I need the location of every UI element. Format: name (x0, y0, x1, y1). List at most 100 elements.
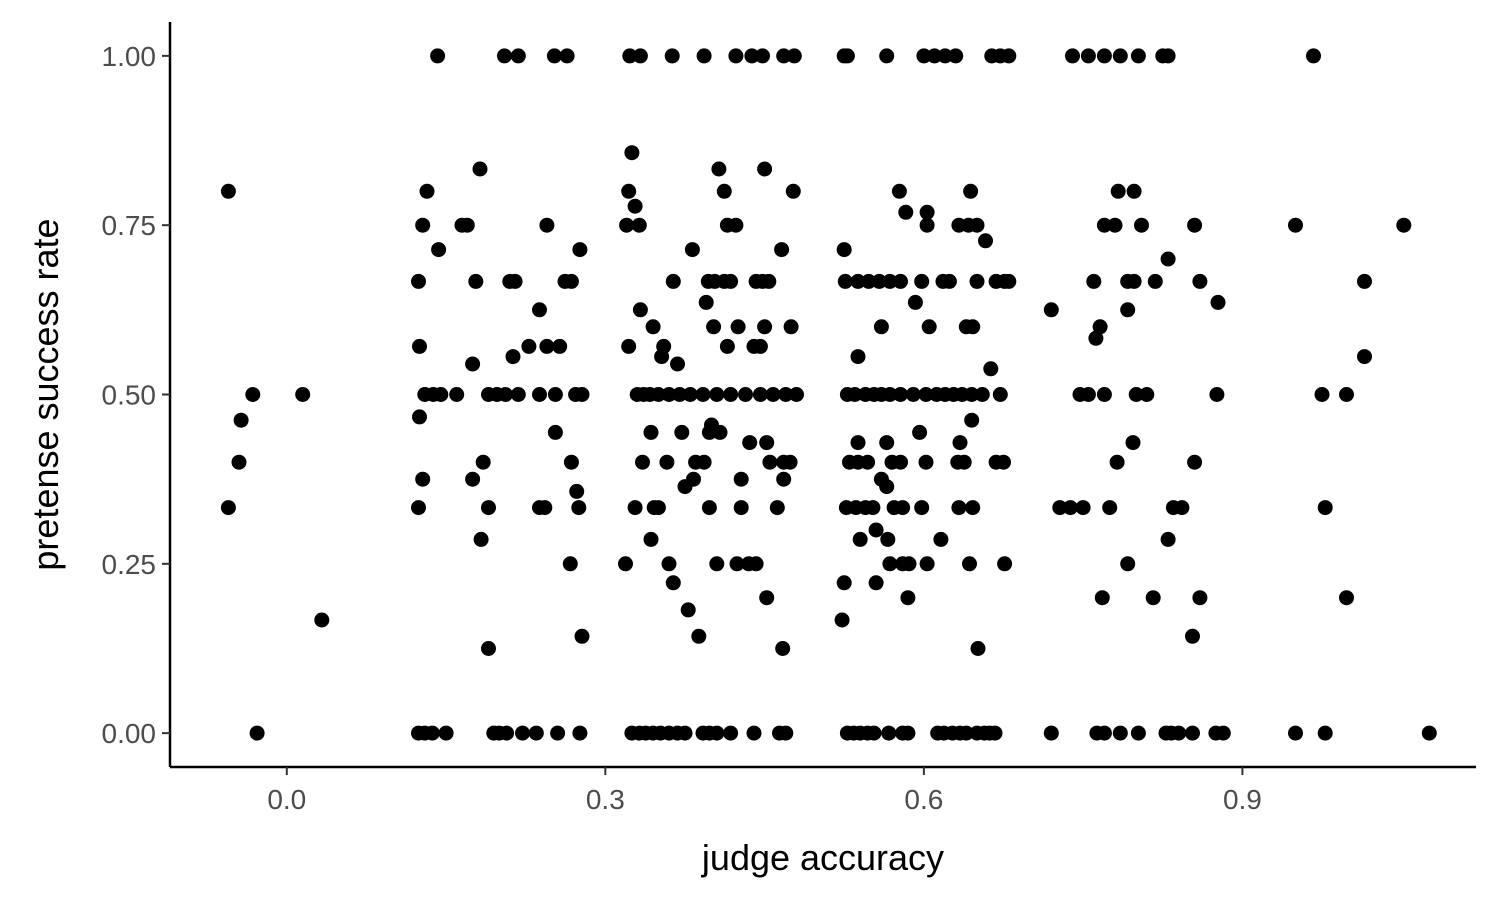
data-point (498, 387, 513, 402)
data-point (1145, 590, 1161, 606)
data-point (546, 48, 562, 64)
data-point (1210, 294, 1226, 310)
data-point (621, 183, 637, 199)
data-point (879, 435, 895, 451)
data-point (691, 628, 707, 644)
data-point (481, 641, 496, 656)
data-point (723, 273, 739, 289)
data-point (1339, 387, 1354, 402)
data-point (1080, 48, 1096, 64)
data-point (569, 483, 585, 499)
data-point (755, 48, 770, 64)
data-point (711, 161, 727, 177)
data-point (550, 725, 566, 741)
data-point (900, 590, 916, 606)
data-point (919, 217, 935, 233)
data-point (650, 387, 666, 402)
data-point (891, 183, 907, 199)
data-point (969, 217, 985, 233)
data-point (907, 294, 923, 310)
data-point (415, 471, 431, 487)
data-point (572, 725, 588, 741)
data-point (1120, 556, 1136, 572)
data-point (716, 183, 732, 199)
data-point (412, 409, 427, 425)
data-point (776, 48, 792, 64)
data-point (684, 242, 700, 258)
data-point (836, 575, 852, 591)
data-point (424, 725, 440, 741)
data-point (1192, 590, 1208, 606)
data-point (665, 273, 681, 289)
data-point (893, 454, 908, 470)
data-point (970, 641, 986, 656)
data-point (701, 424, 717, 440)
data-point (1120, 302, 1136, 318)
x-tick-label: 0.3 (586, 784, 625, 815)
data-point (836, 242, 852, 258)
data-point (759, 435, 775, 451)
data-point (473, 531, 489, 547)
data-point (776, 471, 792, 487)
data-point (873, 319, 889, 335)
data-point (951, 500, 967, 516)
data-point (411, 500, 426, 516)
data-point (783, 319, 799, 335)
y-axis-title: pretense success rate (25, 218, 66, 570)
data-point (635, 454, 650, 470)
data-point (438, 725, 454, 741)
data-point (433, 387, 449, 402)
data-point (696, 454, 712, 470)
data-point (1185, 725, 1200, 741)
data-point (1001, 48, 1017, 64)
data-point (719, 338, 735, 354)
data-point (789, 387, 804, 402)
data-point (650, 500, 666, 516)
data-point (927, 48, 942, 64)
data-point (850, 435, 866, 451)
data-point (1171, 725, 1187, 741)
data-point (521, 338, 537, 354)
y-tick-label: 1.00 (102, 41, 157, 72)
data-point (847, 387, 863, 402)
data-point (882, 273, 898, 289)
data-point (624, 145, 640, 161)
data-point (992, 387, 1008, 402)
data-point (1130, 48, 1146, 64)
data-point (621, 338, 637, 354)
y-tick-label: 0.75 (102, 210, 157, 241)
data-point (839, 48, 855, 64)
x-tick-label: 0.6 (904, 784, 943, 815)
data-point (643, 531, 659, 547)
data-point (627, 500, 643, 516)
data-point (912, 424, 928, 440)
data-point (1065, 48, 1080, 64)
data-point (983, 361, 999, 377)
y-tick-label: 0.00 (102, 718, 157, 749)
data-point (837, 273, 853, 289)
data-point (1109, 454, 1125, 470)
data-point (563, 273, 579, 289)
data-point (459, 217, 475, 233)
data-point (900, 725, 916, 741)
data-point (1126, 273, 1142, 289)
data-point (1139, 387, 1155, 402)
data-point (893, 273, 908, 289)
data-point (742, 435, 758, 451)
data-point (233, 412, 249, 428)
data-point (532, 387, 547, 402)
x-axis-title: judge accuracy (701, 837, 944, 878)
data-point (552, 338, 568, 354)
data-point (709, 556, 725, 572)
data-point (1314, 387, 1330, 402)
data-point (723, 387, 739, 402)
data-point (1306, 48, 1321, 64)
data-point (220, 500, 236, 516)
data-point (1112, 48, 1128, 64)
data-point (481, 500, 496, 516)
data-point (1187, 217, 1203, 233)
data-point (231, 454, 247, 470)
data-point (472, 161, 488, 177)
data-point (695, 387, 711, 402)
data-point (752, 387, 768, 402)
